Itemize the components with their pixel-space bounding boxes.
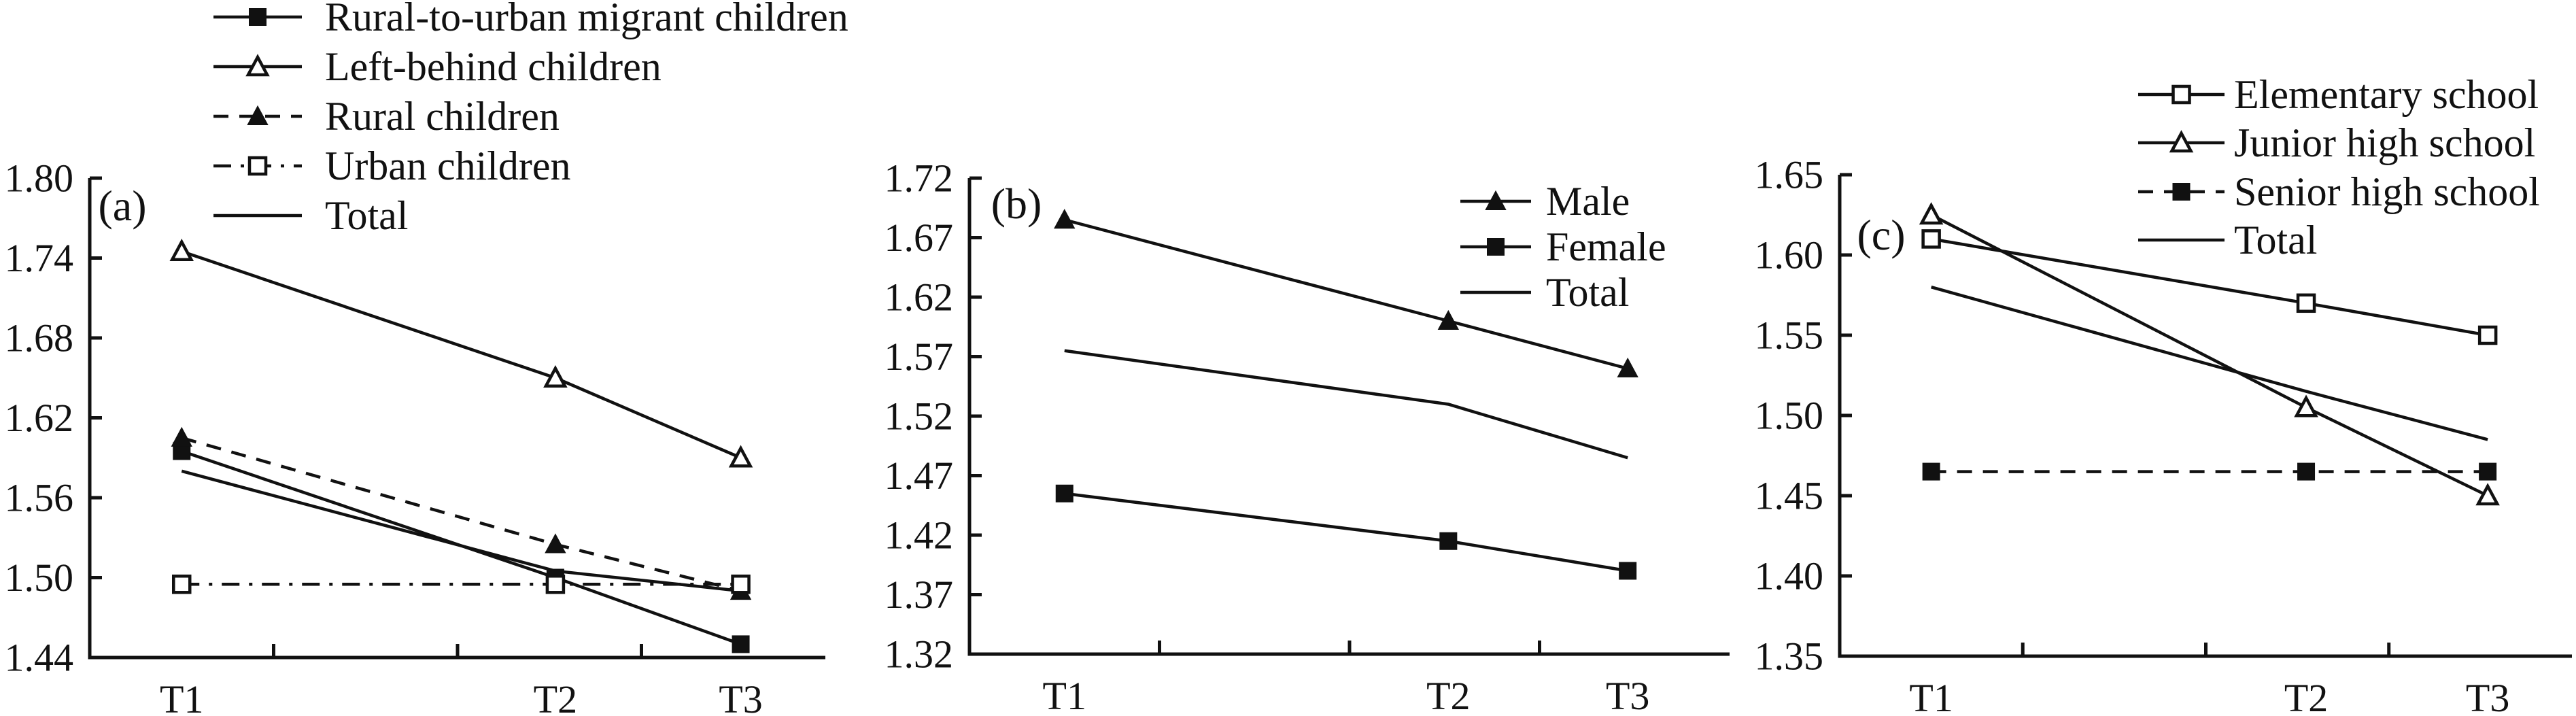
y-tick-label: 1.57 [885,335,954,379]
series-line [181,469,741,593]
series-line [1930,213,2489,498]
data-point-triangle [1919,202,1944,225]
chart-c-canvas: 1.35 1.40 1.45 1.50 1.55 1.60 1.65 T1 T2 T3 [1755,153,2572,716]
axes [967,178,1730,656]
y-tick-label: 1.50 [1755,394,1824,438]
panel-label-a: (a) [98,182,147,230]
series-line [1931,286,2488,441]
y-tick-label: 1.74 [5,236,74,280]
y-tick-label: 1.44 [5,636,74,680]
data-point-triangle [2475,483,2500,506]
data-point-square [1921,229,1941,249]
x-category-label: T1 [1043,674,1086,716]
y-tick-label: 1.32 [885,632,954,677]
y-tick-label: 1.55 [1755,313,1824,358]
x-category-label: T1 [160,677,203,716]
axes [1838,175,2572,658]
y-tick-label: 1.35 [1755,634,1824,679]
data-point-triangle [171,426,192,447]
panel-label-c: (c) [1857,211,1906,259]
y-tick-label: 1.62 [5,396,74,440]
data-point-square [1922,462,1940,481]
series-line [181,449,742,646]
data-point-square [172,575,192,594]
x-category-label: T1 [1909,676,1953,716]
series-line [1064,349,1628,460]
panel-a: 1.44 1.50 1.56 1.62 1.68 1.74 1.80 T1 T2 T3 (a) [0,0,891,716]
data-point-square [2296,293,2316,313]
y-tick-label: 1.67 [885,216,954,260]
x-category-label: T3 [719,677,762,716]
data-point-square [545,575,566,594]
series-line [1931,237,2488,337]
panel-label-b: (b) [991,180,1042,228]
y-tick-label: 1.62 [885,275,954,320]
panel-c: 1.35 1.40 1.45 1.50 1.55 1.60 1.65 T1 T2 T3 (c) [1740,0,2576,716]
data-point-triangle [728,445,753,468]
y-tick-label: 1.52 [885,394,954,439]
series-line [1064,492,1628,573]
y-tick-label: 1.45 [1755,474,1824,518]
series-line [181,436,742,593]
data-point-square [1439,532,1458,550]
y-tick-label: 1.72 [885,156,954,201]
data-point-square [1055,484,1074,502]
y-tick-label: 1.47 [885,454,954,498]
x-category-label: T2 [1426,674,1470,716]
x-category-label: T2 [534,677,577,716]
y-tick-label: 1.68 [5,316,74,360]
data-point-triangle [545,533,566,553]
y-tick-label: 1.56 [5,476,74,520]
data-point-square [1619,562,1637,580]
y-tick-label: 1.50 [5,556,74,600]
data-point-triangle [2294,394,2318,417]
x-category-label: T2 [2284,676,2328,716]
chart-b-canvas: 1.32 1.37 1.42 1.47 1.52 1.57 1.62 1.67 1.72 T1 T2… [885,156,1730,716]
y-tick-label: 1.80 [5,156,74,201]
data-point-triangle [169,238,194,261]
y-tick-label: 1.65 [1755,153,1824,197]
data-point-square [2479,462,2497,481]
data-point-square [2477,325,2498,345]
panel-b: 1.32 1.37 1.42 1.47 1.52 1.57 1.62 1.67 1.72 T1 T2… [885,0,1740,716]
chart-a-canvas: 1.44 1.50 1.56 1.62 1.68 1.74 1.80 T1 T2 T3 [5,156,825,716]
data-point-triangle [1054,209,1076,229]
data-point-square [2297,462,2316,481]
x-category-label: T3 [2466,676,2509,716]
series-line [181,250,742,460]
y-tick-label: 1.37 [885,573,954,617]
x-category-label: T3 [1606,674,1649,716]
series-line [1064,218,1628,371]
data-point-triangle [543,365,568,388]
data-point-square [732,635,750,653]
y-tick-label: 1.42 [885,513,954,558]
data-point-triangle [1437,309,1460,330]
data-point-square [731,575,751,594]
data-point-triangle [1617,357,1638,377]
y-tick-label: 1.40 [1755,554,1824,598]
y-tick-label: 1.60 [1755,233,1824,277]
